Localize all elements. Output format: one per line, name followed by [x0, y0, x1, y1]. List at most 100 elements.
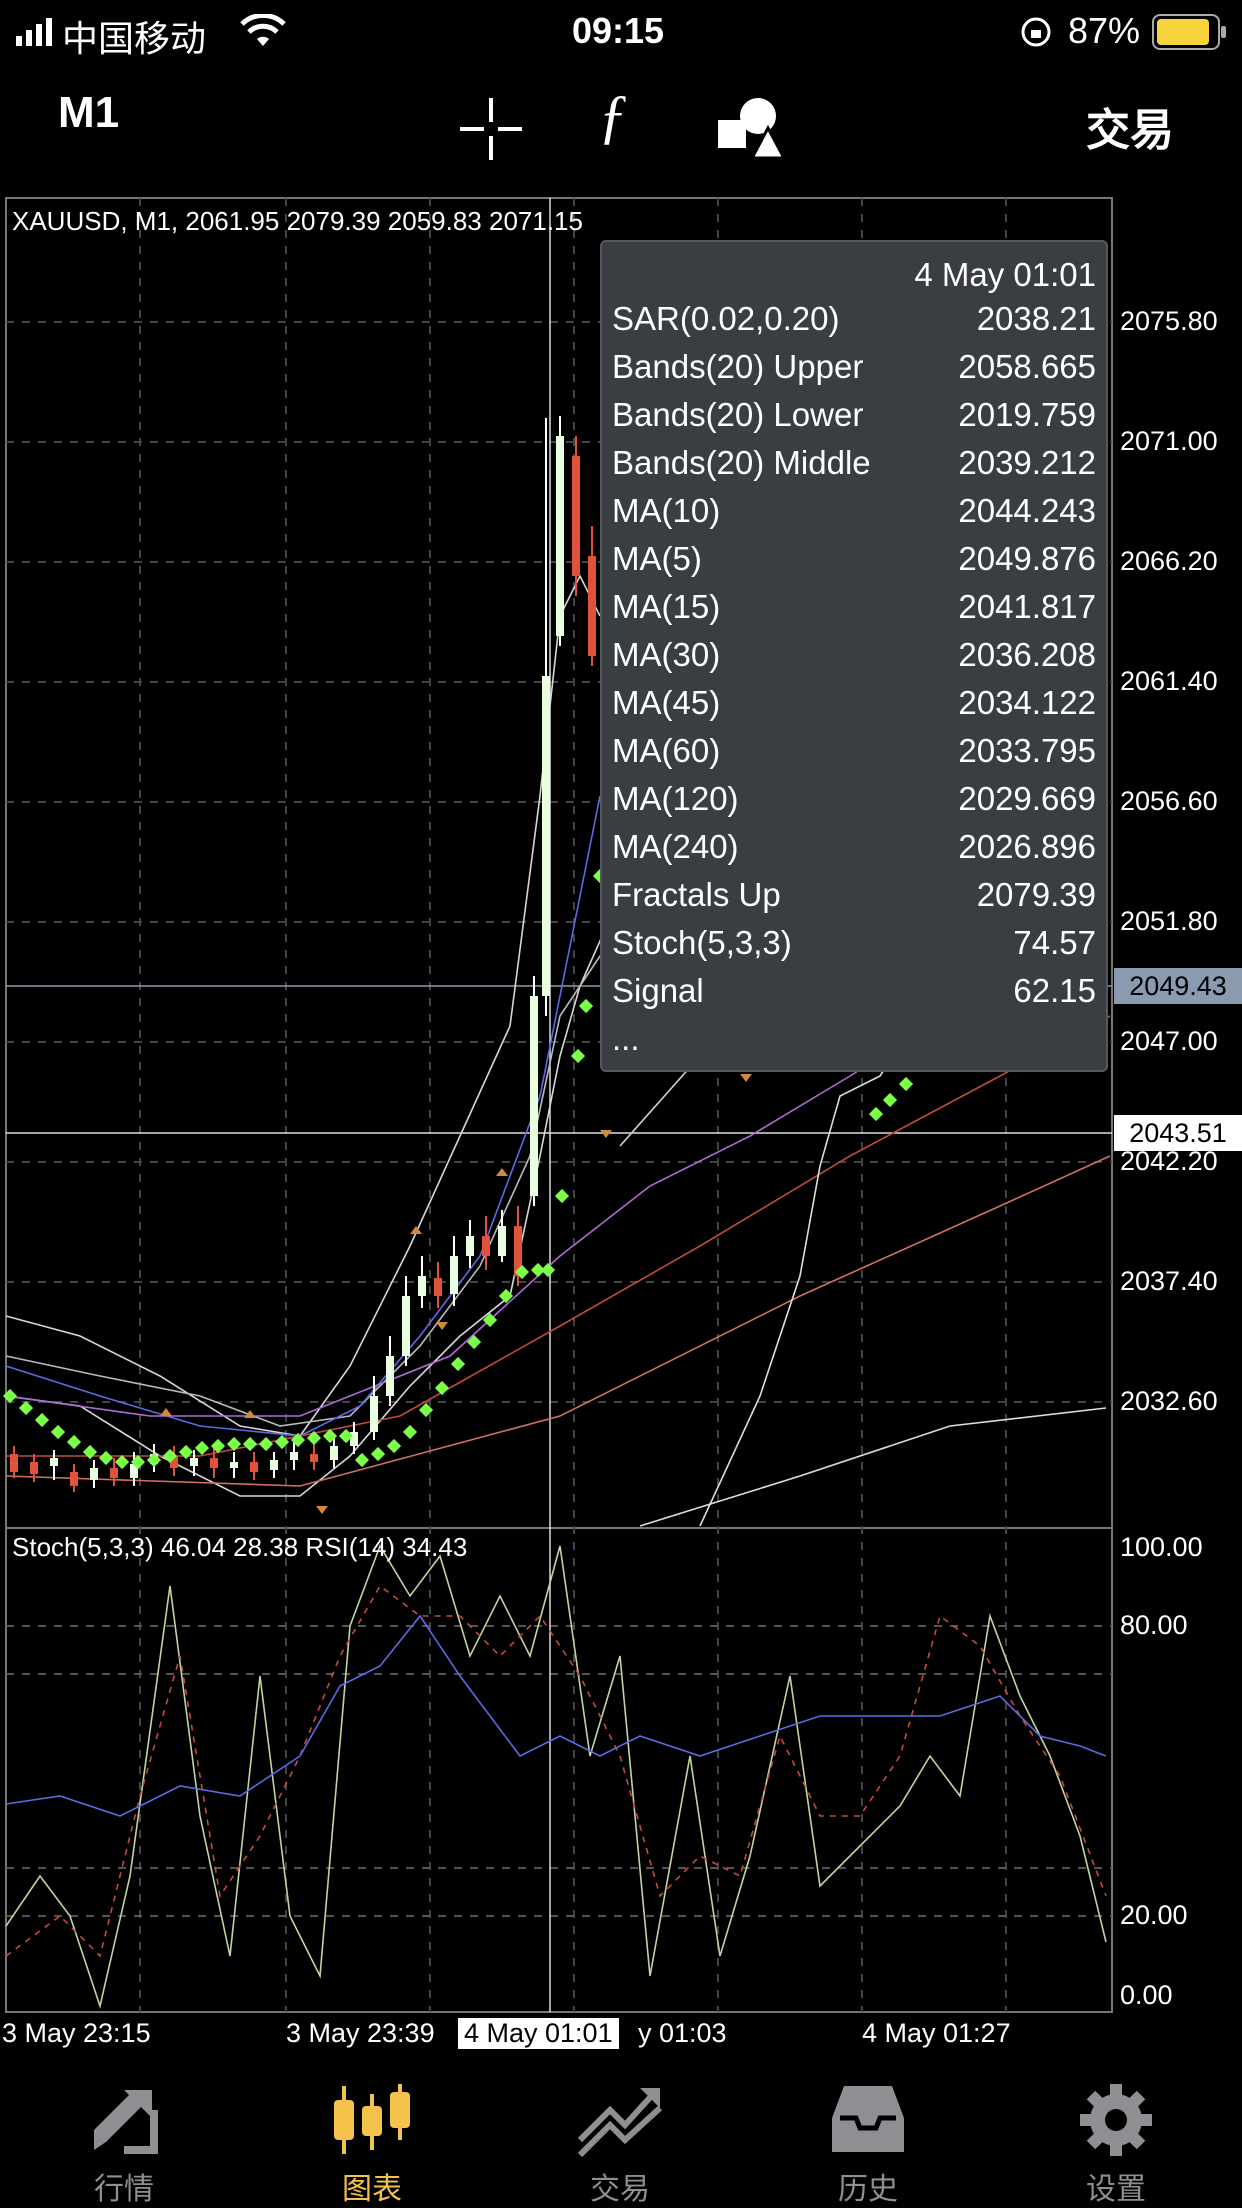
- chart-area[interactable]: XAUUSD, M1, 2061.95 2079.39 2059.83 2071…: [0, 196, 1242, 2056]
- candle-body: [542, 676, 550, 996]
- tab-trade[interactable]: 交易: [520, 2070, 720, 2208]
- timeframe-button[interactable]: M1: [58, 88, 120, 137]
- sar-dot: [258, 1436, 274, 1452]
- candle-body: [514, 1226, 522, 1276]
- tab-quotes[interactable]: 行情: [24, 2070, 224, 2208]
- candle-body: [330, 1446, 338, 1460]
- tooltip-row-label: ...: [612, 1020, 640, 1057]
- sar-dot: [386, 1438, 402, 1454]
- sar-dot: [194, 1440, 210, 1456]
- fractals: [160, 1074, 752, 1514]
- sar-dot: [50, 1424, 66, 1440]
- tooltip-row-label: Fractals Up: [612, 876, 781, 913]
- sar-dot: [434, 1380, 450, 1396]
- chart-canvas[interactable]: [0, 196, 1242, 2056]
- candle-body: [588, 556, 596, 656]
- price-axis-label: 2051.80: [1120, 906, 1218, 936]
- tooltip-row: Signal 62.15: [612, 972, 1096, 1016]
- orientation-lock-icon: [1021, 17, 1051, 47]
- candle-body: [482, 1236, 490, 1256]
- sar-dot: [82, 1444, 98, 1460]
- oscillator-axis-label: 100.00: [1120, 1532, 1203, 1562]
- tooltip-row-label: MA(120): [612, 780, 739, 817]
- status-bar: 中国移动 09:15 87%: [0, 0, 1242, 62]
- time-axis-label: 3 May 23:15: [2, 2018, 151, 2048]
- candle-body: [190, 1458, 198, 1466]
- sar-dot: [402, 1424, 418, 1440]
- tooltip-row: MA(45) 2034.122: [612, 684, 1096, 728]
- tooltip-row: MA(60) 2033.795: [612, 732, 1096, 776]
- candle-body: [530, 996, 538, 1196]
- sar-dot: [130, 1454, 146, 1470]
- candle-body: [130, 1464, 138, 1478]
- clock: 09:15: [572, 10, 665, 51]
- sar-dot: [482, 1312, 498, 1328]
- price-axis-label: 2042.20: [1120, 1146, 1218, 1176]
- settings-icon: [1080, 2084, 1152, 2156]
- oscillator-lines: [5, 1544, 1107, 2009]
- tooltip-row-label: Stoch(5,3,3): [612, 924, 792, 961]
- sar-dot: [540, 1262, 556, 1278]
- trade-button[interactable]: 交易: [1086, 106, 1174, 155]
- tooltip-row-value: 2036.208: [958, 636, 1096, 673]
- price-axis-label: 2061.40: [1120, 666, 1218, 696]
- tooltip-header: 4 May 01:01: [612, 256, 1096, 300]
- tooltip-row-value: 2049.876: [958, 540, 1096, 577]
- candle-body: [498, 1226, 506, 1256]
- crosshair-icon[interactable]: [460, 98, 522, 160]
- tab-label: 设置: [1086, 2173, 1146, 2206]
- tooltip-row-label: SAR(0.02,0.20): [612, 300, 840, 337]
- candle-body: [230, 1462, 238, 1468]
- candle-body: [30, 1462, 38, 1474]
- tab-history[interactable]: 历史: [768, 2070, 968, 2208]
- tooltip-row-label: MA(60): [612, 732, 721, 769]
- tab-settings[interactable]: 设置: [1016, 2070, 1216, 2208]
- tooltip-row: Stoch(5,3,3) 74.57: [612, 924, 1096, 968]
- battery-icon: [1152, 14, 1226, 50]
- sar-dot: [868, 1106, 884, 1122]
- tooltip-row-value: 74.57: [1013, 924, 1096, 961]
- tooltip-row-label: MA(5): [612, 540, 702, 577]
- bottom-tab-bar: 行情 图表 交易 历史: [0, 2070, 1242, 2208]
- data-window-tooltip: 4 May 01:01 SAR(0.02,0.20) 2038.21 Bands(2…: [600, 240, 1108, 1072]
- sar-dot: [466, 1334, 482, 1350]
- candle-body: [70, 1472, 78, 1486]
- tooltip-row-value: 62.15: [1013, 972, 1096, 1009]
- sar-dot: [882, 1092, 898, 1108]
- parabolic-sar: [2, 868, 914, 1470]
- candle-body: [370, 1396, 378, 1432]
- chart-symbol-info: XAUUSD, M1, 2061.95 2079.39 2059.83 2071…: [12, 206, 583, 236]
- shapes-icon[interactable]: [716, 94, 784, 160]
- battery-percent: 87%: [1068, 10, 1141, 51]
- oscillator-axis-label: 20.00: [1120, 1900, 1188, 1930]
- crosshair-price-tag: 2043.51: [1114, 1115, 1242, 1151]
- candle-body: [466, 1236, 474, 1256]
- candle-body: [270, 1460, 278, 1470]
- price-axis-label: 2075.80: [1120, 306, 1218, 336]
- sar-dot: [114, 1454, 130, 1470]
- tooltip-row-value: 2041.817: [958, 588, 1096, 625]
- tooltip-row: MA(240) 2026.896: [612, 828, 1096, 872]
- price-axis-label: 2047.00: [1120, 1026, 1218, 1056]
- crosshair-time-tag: 4 May 01:01: [458, 2018, 619, 2049]
- tooltip-row: Fractals Up 2079.39: [612, 876, 1096, 920]
- candle-body: [350, 1432, 358, 1446]
- chart-toolbar: M1 ƒ 交易: [0, 62, 1242, 192]
- tooltip-row: Bands(20) Lower 2019.759: [612, 396, 1096, 440]
- tooltip-row-label: MA(45): [612, 684, 721, 721]
- candle-body: [434, 1278, 442, 1296]
- tooltip-row-value: 2038.21: [976, 300, 1096, 337]
- tab-label: 行情: [94, 2173, 154, 2206]
- time-axis-label: 3 May 23:39: [286, 2018, 435, 2048]
- oscillator-axis-label: 0.00: [1120, 1980, 1173, 2010]
- tab-chart[interactable]: 图表: [272, 2070, 472, 2208]
- signal-icon: [16, 18, 52, 46]
- sar-dot: [66, 1434, 82, 1450]
- sar-dot: [242, 1436, 258, 1452]
- function-icon[interactable]: ƒ: [598, 83, 628, 149]
- chart-icon: [334, 2084, 410, 2154]
- candle-body: [290, 1452, 298, 1460]
- sar-dot: [530, 1262, 546, 1278]
- tooltip-row-value: 2026.896: [958, 828, 1096, 865]
- sar-dot: [210, 1438, 226, 1454]
